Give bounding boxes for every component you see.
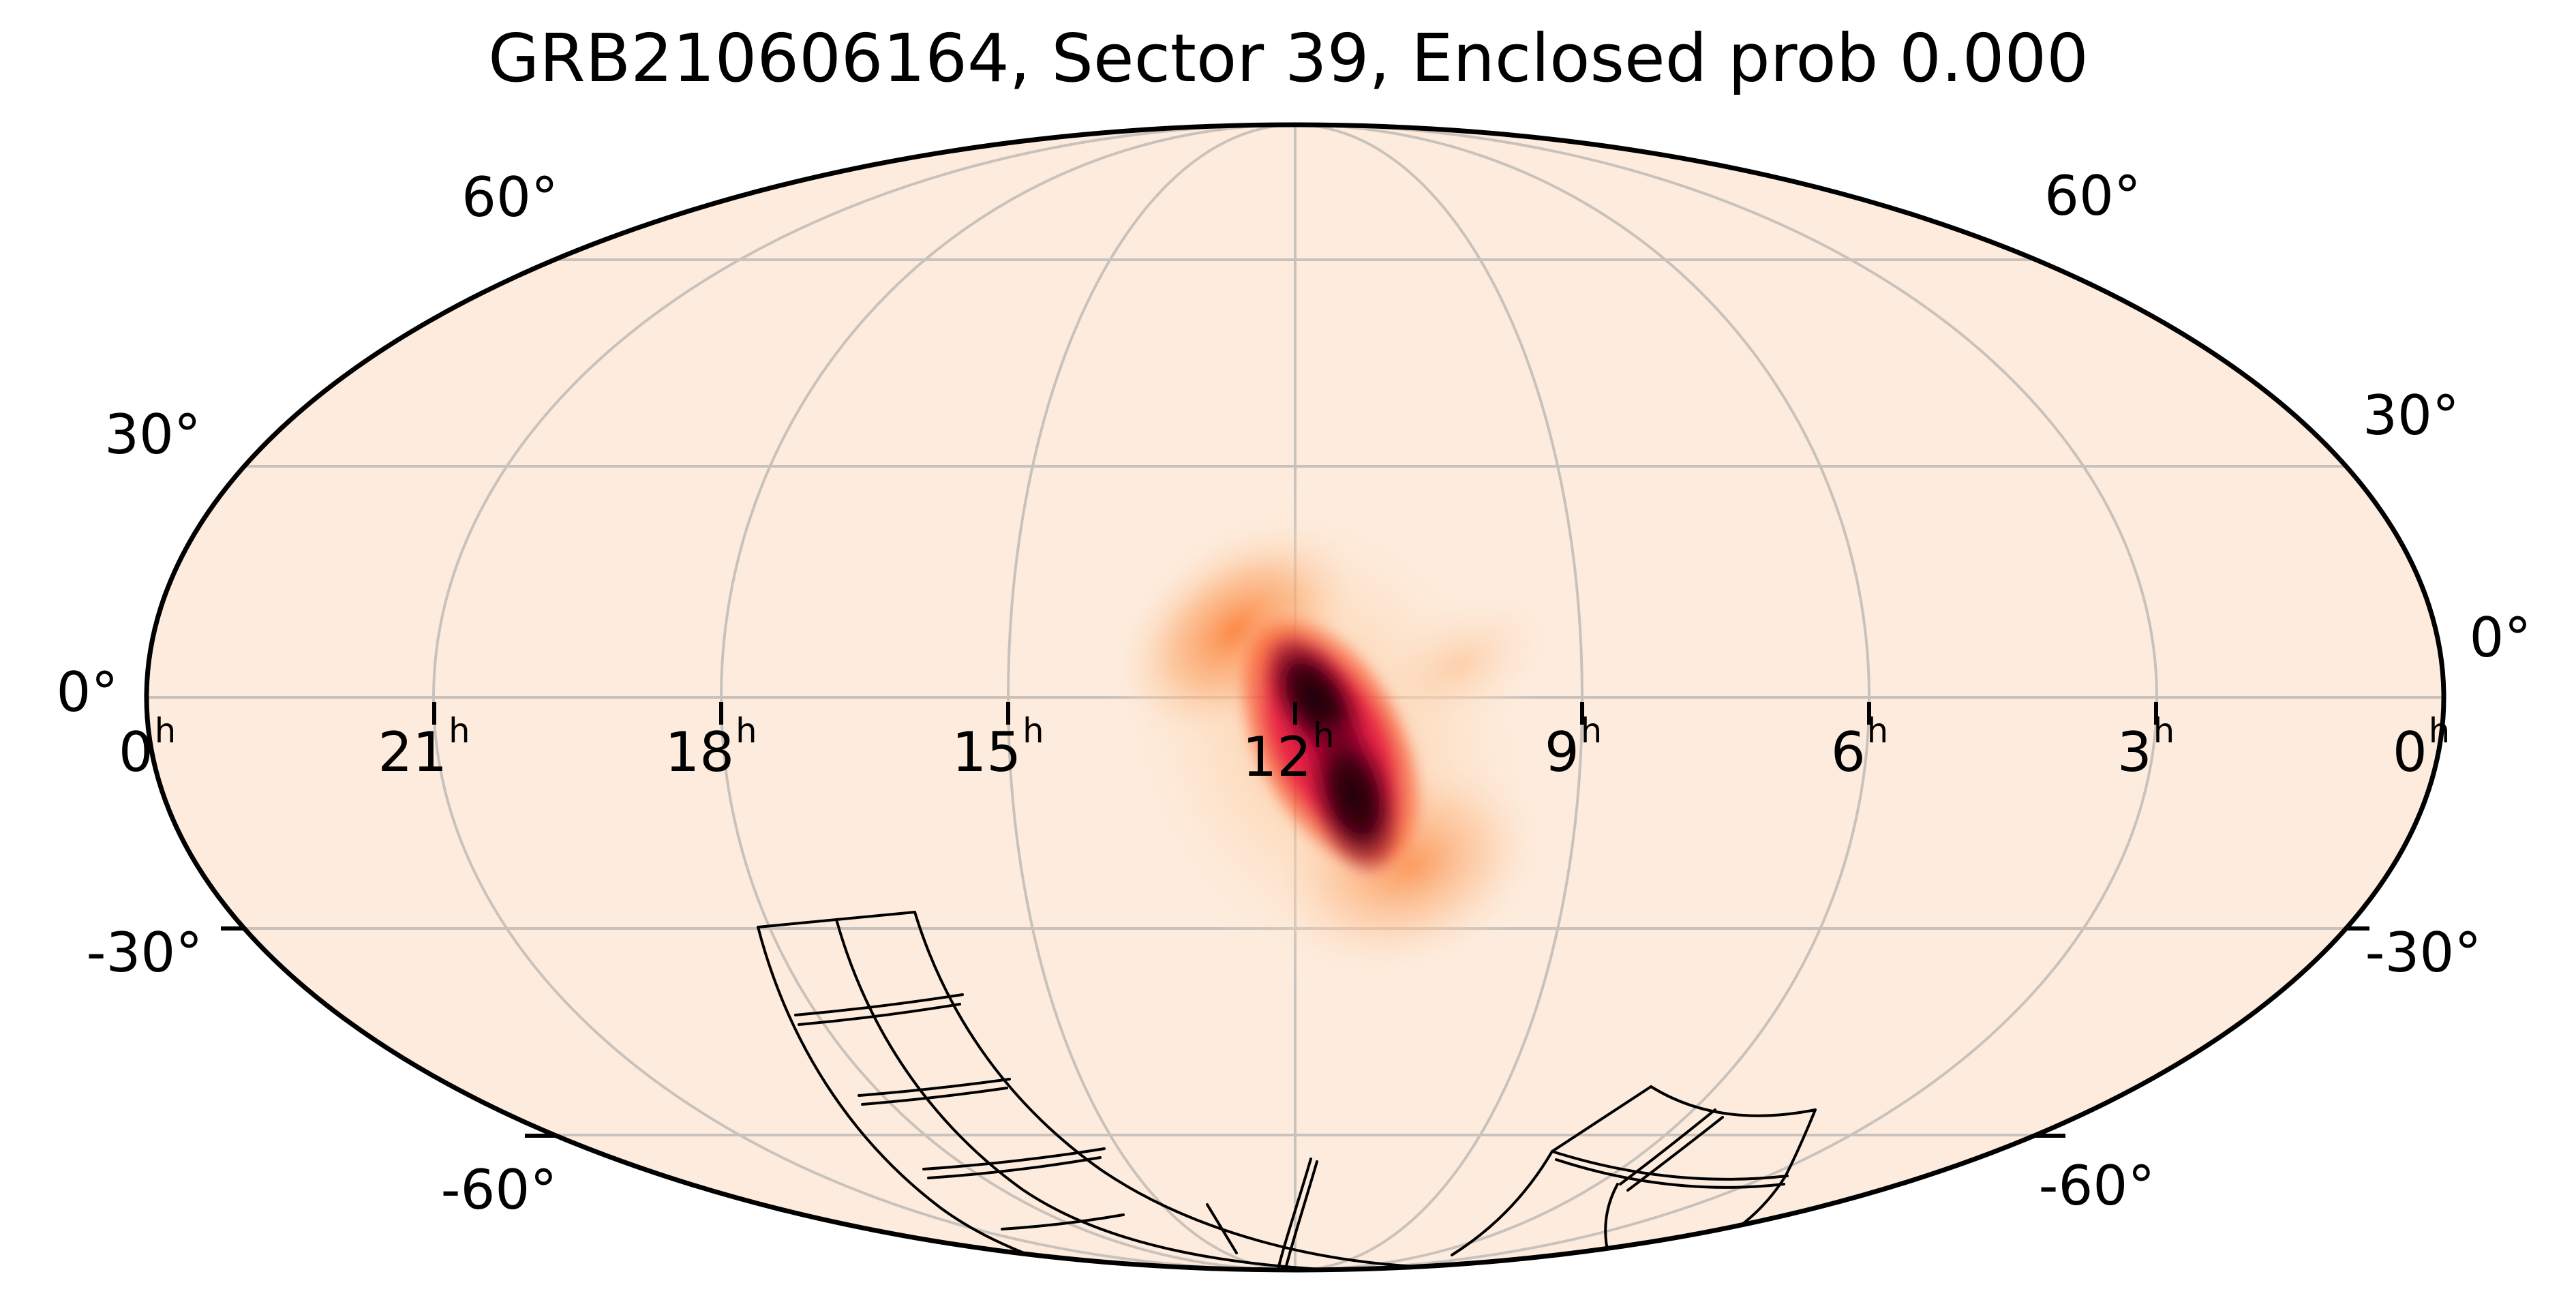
camera-footprint-edge xyxy=(1607,1255,1648,1260)
ra-tick-hour-superscript: h xyxy=(154,711,177,751)
ra-tick-hours: 15 xyxy=(952,720,1022,784)
probability-blob xyxy=(1106,480,1564,999)
camera-footprint-edge xyxy=(1785,1108,1817,1177)
camera-footprint-edge xyxy=(1551,1085,1652,1153)
ra-tick-label: 18h xyxy=(665,714,757,780)
camera-footprint-edge xyxy=(798,1003,961,1026)
ra-tick-hours: 12 xyxy=(1242,725,1312,789)
ra-tick-hour-superscript: h xyxy=(736,711,757,751)
probability-blob-layer xyxy=(1303,714,1404,879)
meridian-gridline xyxy=(432,125,2158,1270)
camera-footprint-edge xyxy=(1451,1150,1554,1256)
dec-tick-label: -60° xyxy=(440,1158,558,1222)
camera-footprint-edge xyxy=(922,1147,1106,1170)
dec-tick-label: 0° xyxy=(2469,606,2532,669)
camera-footprint-edge xyxy=(1619,1108,1716,1185)
dec-tick-label: -30° xyxy=(2365,921,2482,984)
ra-tick-label: 0h xyxy=(119,714,176,780)
camera-footprint-edge xyxy=(1276,1158,1312,1270)
dec-tick-label: 0° xyxy=(56,661,119,724)
ra-tick-hour-superscript: h xyxy=(2153,711,2175,751)
ra-tick-hour-superscript: h xyxy=(1313,716,1335,756)
camera-footprint-edge xyxy=(1650,1085,1817,1117)
camera-footprint-edge xyxy=(835,918,1392,1270)
tick-marks xyxy=(221,702,2369,1138)
dec-tick-label: -30° xyxy=(86,921,203,984)
camera-footprint-edge xyxy=(1551,1150,1789,1181)
map-content xyxy=(147,125,2444,1270)
camera-footprint-edge xyxy=(794,993,964,1016)
ra-tick-hours: 0 xyxy=(118,720,153,784)
camera-footprint-edge xyxy=(1001,1213,1125,1230)
camera-footprint-edge xyxy=(757,926,1025,1254)
camera-footprint-edge xyxy=(1206,1203,1238,1254)
camera-footprint-edge xyxy=(1645,1254,1691,1261)
dec-tick-label: 60° xyxy=(461,166,558,229)
ra-tick-hours: 3 xyxy=(2117,720,2152,784)
ra-tick-hour-superscript: h xyxy=(1022,711,1044,751)
ra-tick-label: 15h xyxy=(952,714,1044,780)
ra-tick-hours: 9 xyxy=(1544,720,1579,784)
ra-tick-hours: 21 xyxy=(378,720,448,784)
ra-tick-hour-superscript: h xyxy=(2428,711,2451,751)
ra-tick-hour-superscript: h xyxy=(449,711,470,751)
camera-footprint-edge xyxy=(1626,1116,1724,1192)
camera-footprint-edge xyxy=(858,1078,1011,1097)
ra-tick-hours: 18 xyxy=(665,720,735,784)
camera-footprint-edge xyxy=(927,1156,1102,1179)
probability-blob-layer xyxy=(1354,584,1564,745)
ra-tick-label: 12h xyxy=(1242,719,1334,785)
ra-tick-hours: 6 xyxy=(1830,720,1866,784)
ra-tick-label: 3h xyxy=(2117,714,2175,780)
sector-footprint-outlines xyxy=(757,911,1817,1270)
meridian-gridline xyxy=(1007,125,1584,1270)
dec-tick-label: 30° xyxy=(2363,384,2459,447)
projection-boundary xyxy=(144,122,2446,1273)
dec-tick-label: 60° xyxy=(2044,164,2141,228)
dec-tick-label: -60° xyxy=(2038,1154,2155,1218)
meridian-gridline xyxy=(720,125,1870,1270)
ra-tick-label: 9h xyxy=(1545,714,1602,780)
camera-footprint-edge xyxy=(913,911,1431,1269)
ra-tick-label: 0h xyxy=(2393,714,2450,780)
camera-footprint-edge xyxy=(1555,1158,1785,1189)
plot-title: GRB210606164, Sector 39, Enclosed prob 0… xyxy=(488,20,2089,97)
ra-tick-label: 6h xyxy=(1831,714,1888,780)
camera-footprint-edge xyxy=(861,1087,1008,1106)
ra-tick-label: 21h xyxy=(378,714,470,780)
dec-tick-label: 30° xyxy=(104,403,201,466)
ra-tick-hours: 0 xyxy=(2392,720,2427,784)
camera-footprint-edge xyxy=(1283,1160,1318,1270)
ra-tick-hour-superscript: h xyxy=(1866,711,1889,751)
ra-tick-hour-superscript: h xyxy=(1580,711,1603,751)
